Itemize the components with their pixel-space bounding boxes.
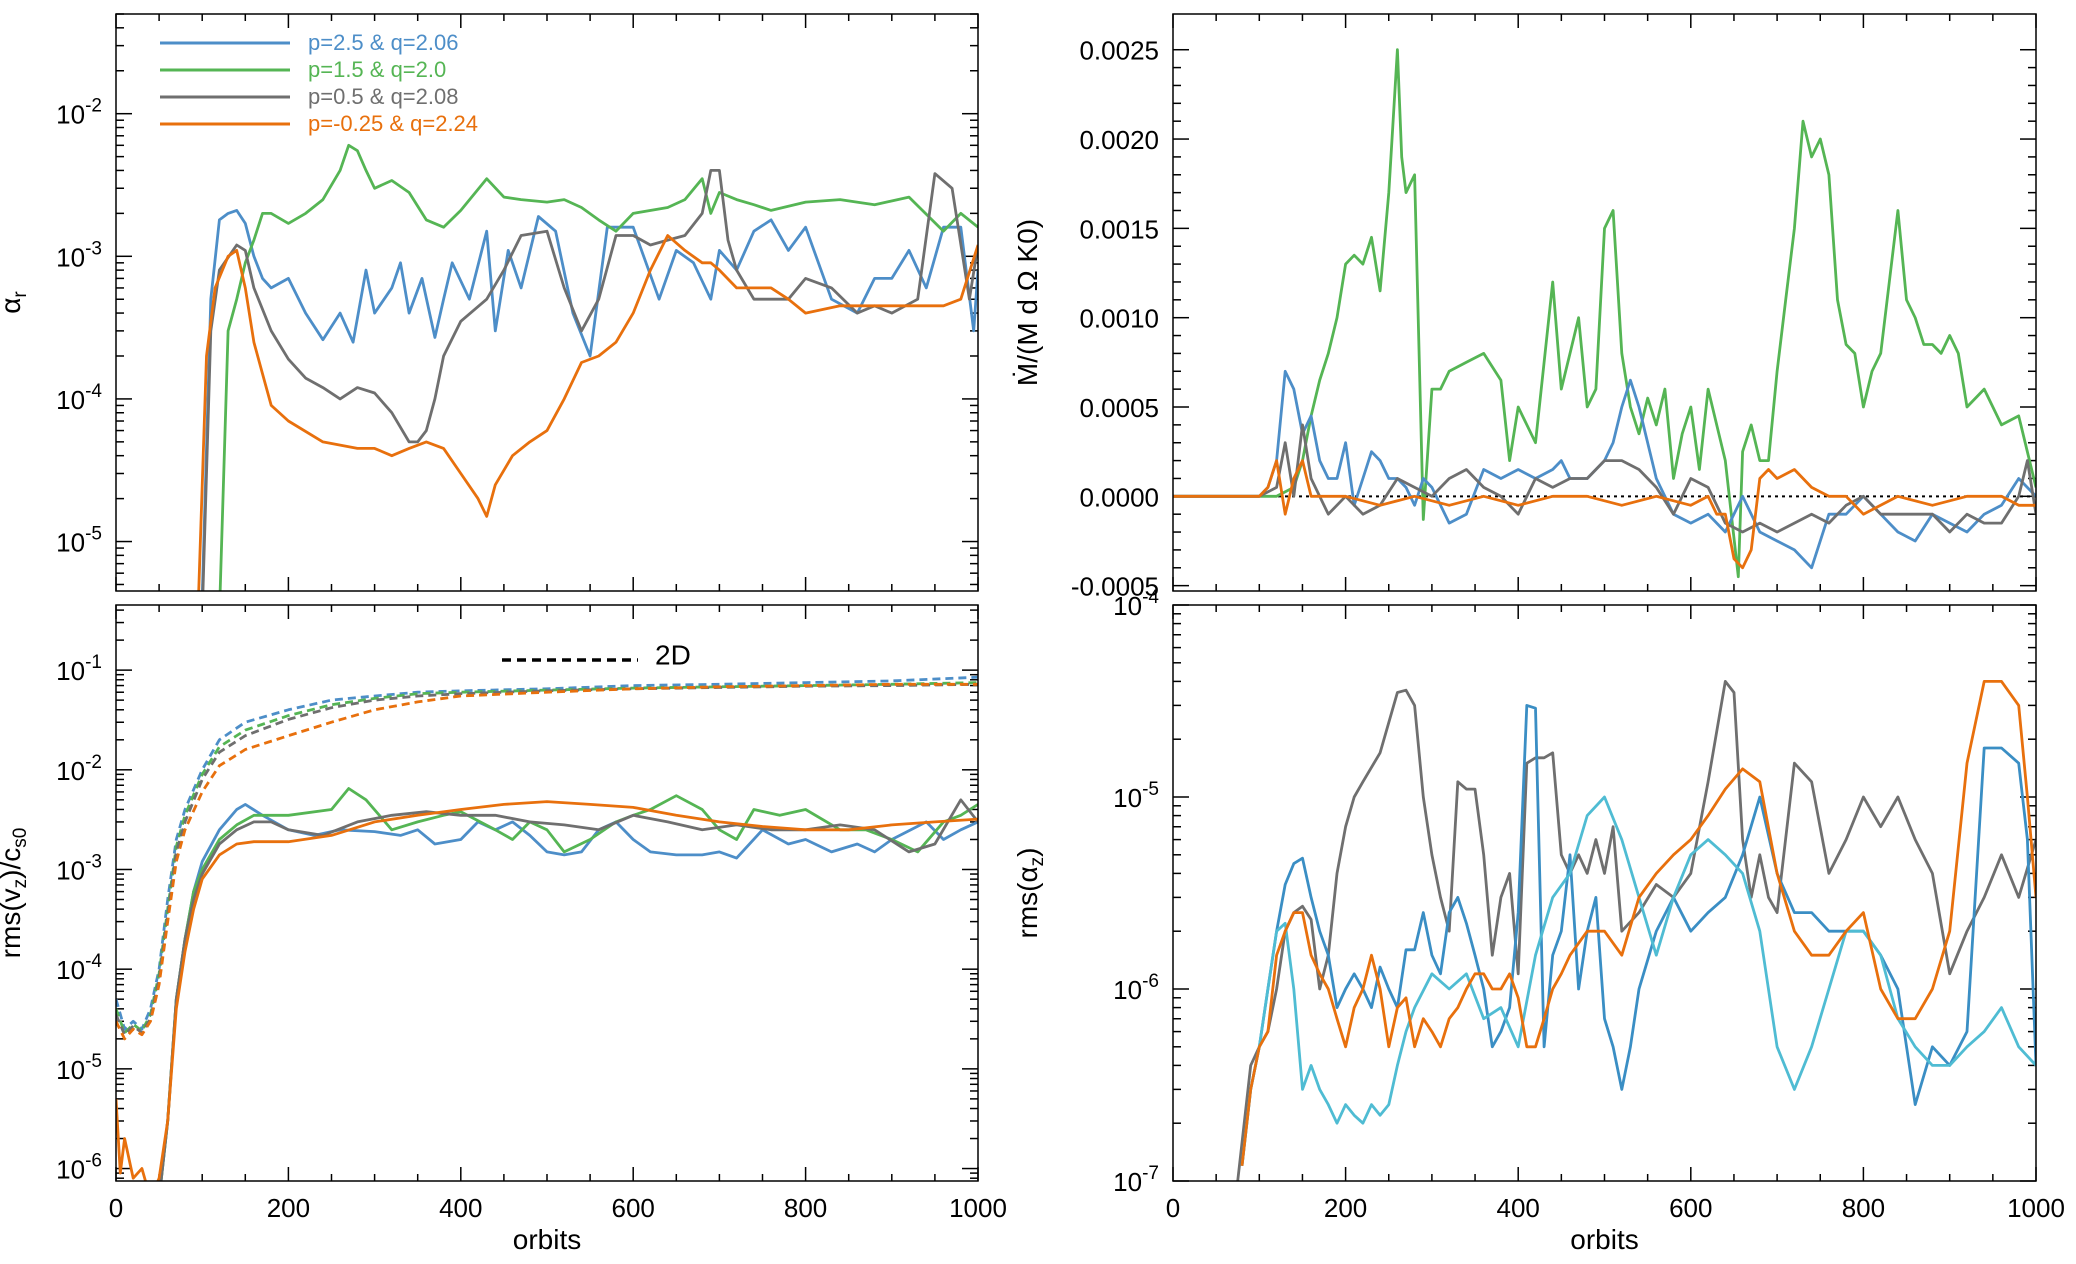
y-tick-label: 0.0005 (1079, 393, 1159, 423)
series-line-4 (159, 803, 978, 1181)
plot-frame (1172, 13, 2037, 592)
series-line-1 (1240, 704, 2036, 1166)
y-tick-label: 10-4 (1113, 587, 1159, 621)
y-tick-label: 0.0010 (1079, 304, 1159, 334)
series-line-3 (197, 234, 978, 591)
series-line-5 (159, 787, 978, 1181)
y-tick-label: 10-3 (56, 238, 102, 272)
x-tick-label: 600 (1669, 1193, 1712, 1223)
series-line-2 (116, 682, 978, 1037)
x-axis-title: orbits (513, 1224, 581, 1255)
annotation-2d-label: 2D (655, 639, 691, 670)
x-tick-label: 200 (267, 1193, 310, 1223)
y-tick-label: 0.0015 (1079, 214, 1159, 244)
series-line-3 (1173, 459, 2036, 570)
y-tick-label: 0.0000 (1079, 482, 1159, 512)
panel-mdot: -0.0005 0.0000 0.0005 0.0010 0.0015 0.0020 0.0… (1012, 13, 2037, 602)
x-tick-label: 1000 (2007, 1193, 2065, 1223)
legend-label-2: p=0.5 & q=2.08 (308, 84, 458, 109)
y-tick-label: 10-7 (1113, 1163, 1159, 1197)
plot-frame (1172, 604, 2037, 1182)
series-line-0 (201, 209, 978, 591)
x-tick-label: 800 (784, 1193, 827, 1223)
y-tick-label: 10-1 (56, 652, 102, 686)
x-tick-label: 0 (109, 1193, 123, 1223)
plot-frame (115, 13, 979, 592)
x-tick-label: 400 (439, 1193, 482, 1223)
y-tick-label: 10-2 (56, 96, 102, 130)
y-tick-label: 10-3 (56, 851, 102, 885)
series-line-2 (1173, 423, 2036, 534)
legend-label-1: p=1.5 & q=2.0 (308, 57, 446, 82)
panel-rms-alpha-z: 0 200 400 600 800 1000 orbits 10-7 10-6 10-5 10-4 r… (1012, 587, 2065, 1255)
y-tick-label: 10-4 (56, 381, 102, 415)
legend: p=2.5 & q=2.06 p=1.5 & q=2.0 p=0.5 & q=2… (160, 30, 478, 136)
annotation-2d: 2D (502, 639, 691, 670)
x-axis-title: orbits (1570, 1224, 1638, 1255)
series-line-0 (116, 675, 978, 1031)
series-line-0 (1236, 680, 2036, 1181)
legend-label-0: p=2.5 & q=2.06 (308, 30, 458, 55)
series-line-0 (1173, 48, 2036, 579)
x-tick-label: 200 (1324, 1193, 1367, 1223)
y-tick-label: 10-4 (56, 951, 102, 985)
panel-rms-vz: 0 200 400 600 800 1000 orbits 10-6 10-5 10-4 10-3 1… (0, 604, 1007, 1255)
panel-alpha-r: 10-5 10-4 10-3 10-2 αr (0, 13, 979, 592)
y-tick-label: 10-5 (1113, 779, 1159, 813)
y-axis-title: αr (0, 291, 31, 314)
y-axis-title: Ṁ/(M d Ω K0) (1012, 219, 1043, 386)
x-tick-label: 400 (1497, 1193, 1540, 1223)
y-axis-title: rms(vz)/cs0 (0, 828, 31, 959)
series-line-2 (1240, 795, 2036, 1166)
y-axis-title: rms(αz) (1012, 848, 1048, 939)
y-tick-label: 10-5 (56, 1051, 102, 1085)
x-tick-label: 1000 (949, 1193, 1007, 1223)
series-line-7 (116, 800, 978, 1181)
y-tick-label: 10-6 (56, 1151, 102, 1185)
series-line-3 (116, 682, 978, 1041)
series-line-2 (201, 169, 978, 591)
series-line-6 (159, 798, 978, 1181)
series-line-1 (1173, 369, 2036, 570)
x-tick-label: 0 (1166, 1193, 1180, 1223)
y-tick-label: 0.0020 (1079, 125, 1159, 155)
y-tick-label: 0.0025 (1079, 36, 1159, 66)
legend-label-3: p=-0.25 & q=2.24 (308, 111, 478, 136)
plot-frame (115, 604, 979, 1182)
y-tick-label: 10-6 (1113, 971, 1159, 1005)
y-tick-label: 10-5 (56, 524, 102, 558)
x-tick-label: 600 (612, 1193, 655, 1223)
y-tick-label: 10-2 (56, 752, 102, 786)
series-line-1 (218, 143, 978, 591)
x-tick-label: 800 (1842, 1193, 1885, 1223)
series-line-3 (1240, 680, 2036, 1166)
y-tick-label: -0.0005 (1071, 572, 1159, 602)
